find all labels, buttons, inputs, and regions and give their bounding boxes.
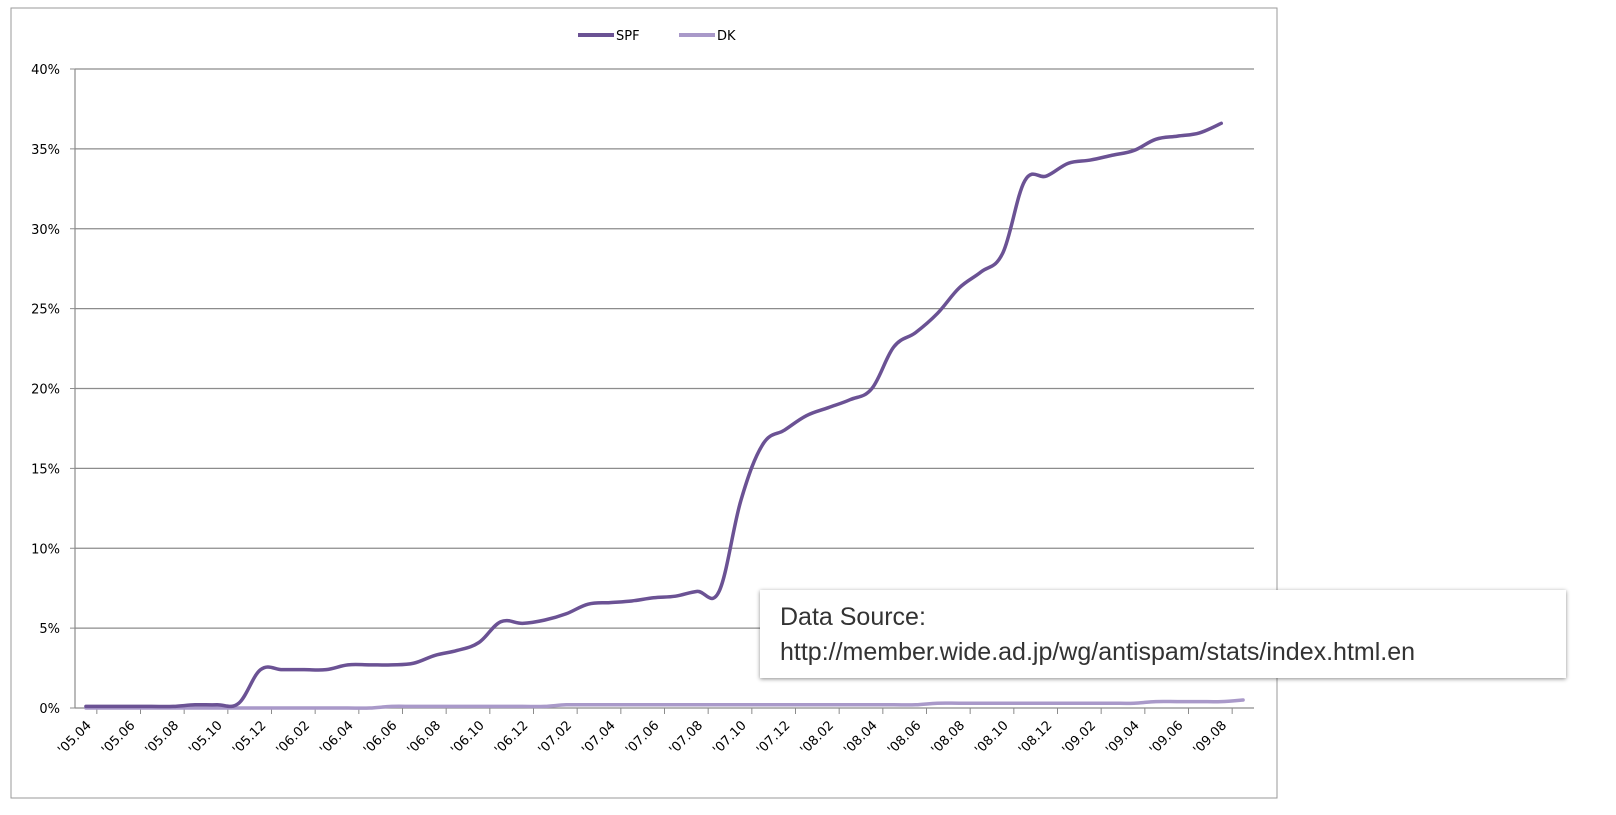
legend-label-spf: SPF (616, 29, 640, 44)
data-source-url: http://member.wide.ad.jp/wg/antispam/sta… (780, 635, 1546, 670)
y-tick-label: 40% (31, 63, 60, 78)
chart-frame (11, 8, 1277, 798)
y-tick-label: 5% (39, 622, 60, 637)
y-tick-label: 20% (31, 383, 60, 398)
y-tick-label: 15% (31, 462, 60, 477)
y-tick-label: 10% (31, 542, 60, 557)
y-tick-label: 35% (31, 143, 60, 158)
data-source-note: Data Source: http://member.wide.ad.jp/wg… (760, 590, 1566, 678)
data-source-label: Data Source: (780, 600, 1546, 635)
y-tick-label: 25% (31, 303, 60, 318)
y-tick-label: 0% (39, 702, 60, 717)
legend-label-dk: DK (717, 29, 736, 44)
y-tick-label: 30% (31, 223, 60, 238)
